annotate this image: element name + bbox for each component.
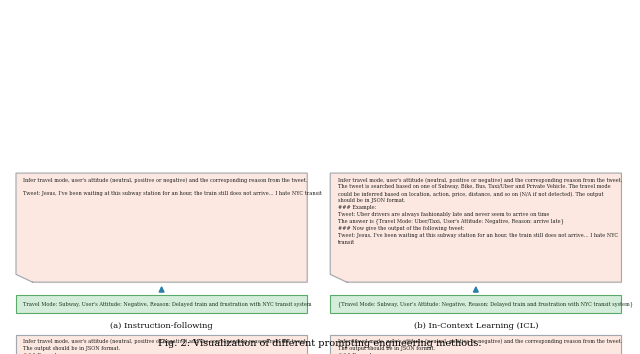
Text: (b) In-Context Learning (ICL): (b) In-Context Learning (ICL) <box>413 322 538 331</box>
Polygon shape <box>330 173 621 282</box>
Bar <box>330 295 621 313</box>
Text: Infer travel mode, user's attitude (neutral, positive or negative) and the corre: Infer travel mode, user's attitude (neut… <box>23 339 308 354</box>
Bar <box>16 295 307 313</box>
Text: {Travel Mode: Subway, User's Attitude: Negative, Reason: Delayed train and frust: {Travel Mode: Subway, User's Attitude: N… <box>337 301 632 307</box>
Polygon shape <box>330 335 621 354</box>
Text: Fig. 2: Visualization of different prompting engineering methods.: Fig. 2: Visualization of different promp… <box>158 339 482 348</box>
Text: Infer travel mode, user's attitude (neutral, positive or negative) and the corre: Infer travel mode, user's attitude (neut… <box>23 177 322 196</box>
Text: Infer travel mode, user's attitude (neutral, positive or negative) and the corre: Infer travel mode, user's attitude (neut… <box>337 177 622 245</box>
Polygon shape <box>16 173 307 282</box>
Text: (a) Instruction-following: (a) Instruction-following <box>110 322 213 331</box>
Text: Infer travel mode, user's attitude (neutral, positive or negative) and the corre: Infer travel mode, user's attitude (neut… <box>337 339 622 354</box>
Text: Travel Mode: Subway, User's Attitude: Negative, Reason: Delayed train and frustr: Travel Mode: Subway, User's Attitude: Ne… <box>23 302 312 307</box>
Polygon shape <box>16 335 307 354</box>
